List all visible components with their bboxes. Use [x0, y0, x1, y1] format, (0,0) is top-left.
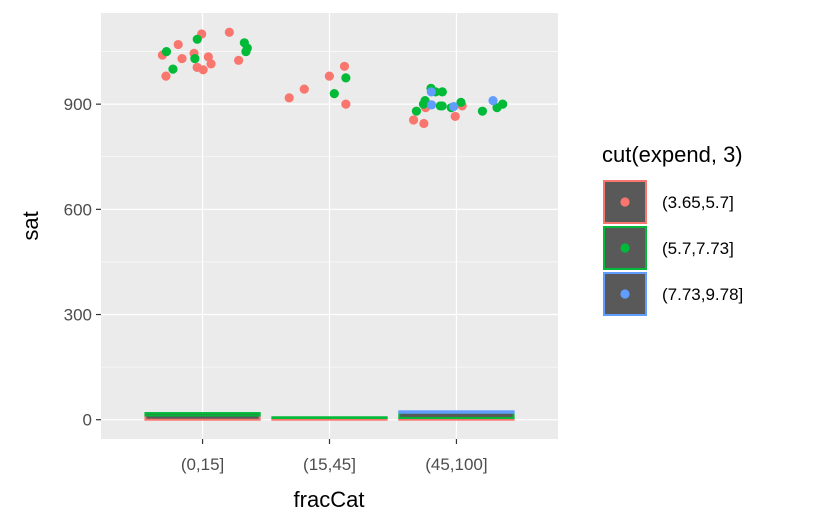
- x-tick-label: (45,100]: [425, 455, 487, 474]
- data-point: [341, 73, 351, 83]
- legend-key-point: [620, 289, 630, 299]
- data-point: [324, 71, 334, 81]
- legend-key-point: [620, 197, 630, 207]
- data-point: [426, 87, 436, 97]
- data-point: [177, 53, 187, 64]
- legend-key-point: [620, 243, 630, 253]
- data-point: [206, 59, 216, 69]
- x-axis-title: fracCat: [294, 487, 365, 512]
- data-point: [241, 46, 251, 57]
- y-axis-title: sat: [18, 211, 43, 240]
- data-point: [418, 99, 429, 109]
- data-point: [477, 106, 488, 116]
- data-point: [224, 27, 234, 37]
- data-point: [234, 55, 244, 65]
- data-point: [329, 89, 339, 99]
- bar-layer: [144, 410, 515, 421]
- data-point: [411, 106, 422, 116]
- legend-label: (5.7,7.73]: [662, 239, 734, 258]
- data-point: [450, 111, 460, 122]
- data-point: [426, 100, 437, 110]
- legend: cut(expend, 3) (3.65,5.7] (5.7,7.73] (7.73…: [602, 142, 743, 316]
- point-layer: [157, 27, 508, 129]
- data-point: [198, 65, 208, 75]
- x-tick-label: (15,45]: [303, 455, 356, 474]
- y-tick-label: 0: [83, 411, 92, 430]
- grid-major: [101, 13, 558, 439]
- data-point: [299, 84, 309, 94]
- data-point: [419, 118, 429, 129]
- data-point: [488, 96, 498, 106]
- data-point: [203, 52, 213, 62]
- data-point: [161, 71, 171, 81]
- y-tick-label: 900: [64, 95, 92, 114]
- x-axis: (0,15] (15,45] (45,100]: [181, 439, 488, 474]
- data-point: [190, 53, 200, 64]
- bar: [271, 416, 388, 419]
- data-point: [161, 46, 172, 57]
- y-axis: 0 300 600 900: [64, 95, 101, 430]
- data-point: [341, 99, 351, 109]
- data-point: [437, 87, 447, 97]
- data-point: [339, 61, 350, 71]
- data-point: [409, 115, 419, 125]
- data-point: [449, 102, 459, 112]
- data-point: [168, 64, 178, 74]
- bar: [398, 410, 515, 414]
- y-tick-label: 300: [64, 306, 92, 325]
- y-tick-label: 600: [64, 200, 92, 219]
- bar: [144, 412, 261, 417]
- data-point: [437, 101, 447, 111]
- data-point: [192, 34, 202, 44]
- data-point: [173, 39, 183, 50]
- data-point: [456, 97, 466, 108]
- legend-title: cut(expend, 3): [602, 142, 743, 167]
- legend-label: (3.65,5.7]: [662, 193, 734, 212]
- data-point: [284, 93, 294, 103]
- data-point: [492, 103, 502, 113]
- x-tick-label: (0,15]: [181, 455, 224, 474]
- legend-label: (7.73,9.78]: [662, 285, 743, 304]
